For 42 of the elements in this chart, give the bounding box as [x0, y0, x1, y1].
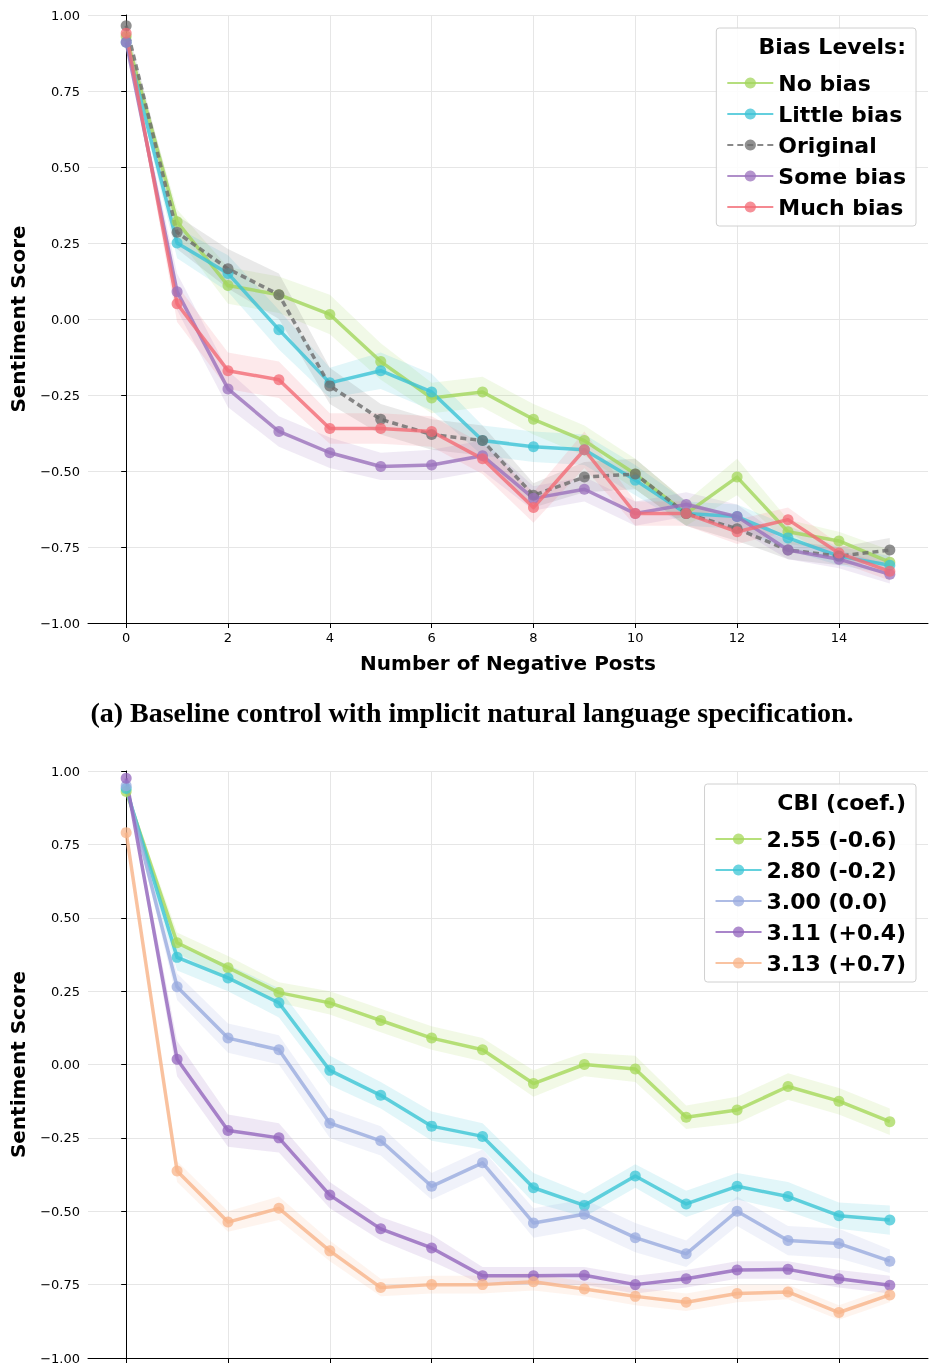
y-tick-label: 0.75 — [51, 83, 80, 99]
legend-label: Original — [778, 132, 877, 158]
y-tick-label: −0.50 — [40, 1203, 80, 1219]
y-tick-label: 0.00 — [51, 311, 80, 327]
x-tick-label: 0 — [122, 630, 131, 645]
x-tick-label: 12 — [728, 630, 746, 645]
x-tick-label: 2 — [223, 630, 233, 645]
x-tick-label: 8 — [529, 630, 538, 645]
legend-label: Some bias — [778, 163, 907, 189]
legend-label: 3.13 (+0.7) — [766, 950, 907, 976]
x-axis-title: Number of Negative Posts — [360, 651, 656, 675]
y-tick-label: −0.50 — [40, 463, 80, 479]
y-tick-label: 0.50 — [51, 910, 80, 926]
legend-label: 3.11 (+0.4) — [766, 919, 907, 945]
y-tick-label: 0.25 — [51, 235, 80, 251]
y-tick-label: −0.25 — [40, 387, 80, 403]
x-tick-label: 10 — [627, 630, 644, 645]
y-tick-label: −1.00 — [40, 1350, 80, 1366]
y-tick-label: −0.75 — [40, 539, 80, 555]
y-axis-title: Sentiment Score — [6, 970, 30, 1159]
x-tick-label: 6 — [427, 630, 436, 645]
x-tick-label: 14 — [830, 630, 848, 645]
y-tick-label: −0.25 — [40, 1130, 80, 1146]
text: (a) Baseline control with implicit natural language specification. — [90, 696, 854, 728]
legend-label: 3.00 (0.0) — [766, 888, 888, 914]
legend-title: CBI (coef.) — [777, 789, 906, 815]
y-tick-label: 0.75 — [51, 836, 80, 852]
legend-label: 2.80 (-0.2) — [766, 857, 897, 883]
legend-label: 2.55 (-0.6) — [766, 826, 897, 852]
y-tick-label: 1.00 — [51, 763, 80, 779]
legend-label: Little bias — [778, 101, 903, 127]
y-tick-label: −0.75 — [40, 1277, 80, 1293]
y-tick-label: 0.00 — [51, 1057, 80, 1072]
legend-label: Much bias — [778, 194, 904, 220]
y-axis-title: Sentiment Score — [6, 225, 30, 413]
y-tick-label: −1.00 — [40, 615, 80, 631]
legend-label: No bias — [778, 70, 871, 96]
y-tick-label: 0.25 — [51, 983, 80, 999]
y-tick-label: 1.00 — [51, 7, 80, 23]
legend-title: Bias Levels: — [758, 33, 906, 59]
y-tick-label: 0.50 — [51, 159, 80, 175]
x-tick-label: 4 — [325, 630, 334, 645]
